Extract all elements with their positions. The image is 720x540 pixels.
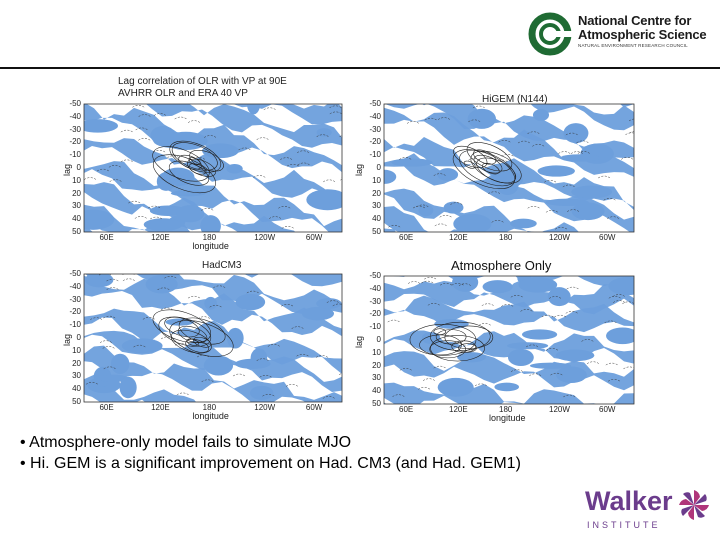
- x-tick-label: 60W: [305, 233, 323, 242]
- x-tick-label: 60E: [99, 403, 114, 412]
- ncas-title-line2: Atmospheric Science: [578, 27, 707, 42]
- x-tick-label: 60E: [99, 233, 114, 242]
- y-tick-label: 40: [372, 214, 381, 224]
- x-tick-label: 120W: [254, 233, 276, 242]
- y-tick-label: 20: [372, 188, 381, 198]
- y-tick-label: 40: [372, 386, 381, 396]
- atmosphere-only-label: Atmosphere Only: [451, 258, 552, 273]
- x-tick-label: 180: [499, 233, 513, 242]
- header-rule: [0, 67, 720, 69]
- panel-atmos-only: -50 -40 -30 -20 -10 0 10 20 30 40 50 60E 120E 180 120W…: [354, 271, 644, 423]
- x-tick-label: 120E: [151, 233, 170, 242]
- x-tick-label: 120E: [449, 233, 468, 242]
- y-tick-label: 0: [76, 333, 81, 342]
- y-tick-label: 10: [372, 347, 381, 357]
- y-tick-label: 50: [72, 227, 81, 236]
- panel-title: HiGEM (N144): [482, 94, 548, 105]
- y-tick-label: -20: [69, 137, 81, 147]
- y-tick-label: 40: [72, 384, 81, 394]
- ncas-logo-title: National Centre for Atmospheric Science: [578, 13, 707, 42]
- x-axis-label: longitude: [489, 413, 526, 423]
- panel-title: AVHRR OLR and ERA 40 VP: [118, 88, 248, 99]
- y-tick-label: 10: [372, 175, 381, 185]
- y-tick-label: -30: [369, 124, 381, 134]
- y-tick-label: 30: [72, 201, 81, 211]
- x-tick-label: 120W: [254, 403, 276, 412]
- hovmoller-plot: [83, 273, 343, 403]
- y-tick-label: -50: [69, 269, 81, 278]
- y-tick-label: 30: [372, 373, 381, 383]
- panel-higem: -50 -40 -30 -20 -10 0 10 20 30 40 50 60E 120E 180 120W…: [354, 94, 644, 254]
- y-tick-label: -10: [369, 150, 381, 160]
- bullet-item: • Hi. GEM is a significant improvement o…: [20, 455, 521, 472]
- y-tick-label: -50: [69, 99, 81, 108]
- y-tick-label: 30: [372, 201, 381, 211]
- panel-hadcm3: -50 -40 -30 -20 -10 0 10 20 30 40 50 60E 120E 180 120W…: [62, 258, 352, 424]
- x-tick-label: 60W: [599, 405, 616, 414]
- x-tick-label: 60W: [305, 403, 323, 412]
- y-tick-label: 20: [72, 358, 81, 368]
- x-tick-label: 120E: [151, 403, 170, 412]
- y-tick-label: -10: [69, 320, 81, 330]
- ncas-subtitle: NATURAL ENVIRONMENT RESEARCH COUNCIL: [578, 43, 688, 48]
- y-axis-label: lag: [62, 163, 72, 176]
- y-tick-label: 40: [72, 214, 81, 224]
- walker-name: Walker: [585, 486, 673, 516]
- y-tick-label: 10: [72, 345, 81, 355]
- y-tick-label: -20: [69, 307, 81, 317]
- y-tick-label: 0: [376, 163, 381, 172]
- walker-institute-logo: Walker INSTITUTE: [585, 486, 715, 532]
- hovmoller-plot: [383, 103, 635, 233]
- y-tick-label: 50: [372, 399, 381, 408]
- y-tick-label: -10: [69, 150, 81, 160]
- x-axis-label: longitude: [192, 241, 229, 251]
- y-axis-label: lag: [354, 335, 364, 348]
- y-tick-label: -50: [369, 271, 381, 280]
- x-tick-label: 120W: [549, 405, 570, 414]
- x-axis-label: longitude: [192, 411, 229, 421]
- y-tick-label: -30: [69, 294, 81, 304]
- y-tick-label: 20: [372, 360, 381, 370]
- y-tick-label: -30: [69, 124, 81, 134]
- x-tick-label: 180: [499, 405, 513, 414]
- x-tick-label: 60E: [399, 405, 414, 414]
- hovmoller-plot: [83, 103, 343, 233]
- bullet-list: • Atmosphere-only model fails to simulat…: [20, 432, 521, 474]
- y-tick-label: 10: [72, 175, 81, 185]
- panel-title: HadCM3: [202, 260, 242, 271]
- x-tick-label: 120E: [449, 405, 468, 414]
- x-tick-label: 180: [202, 403, 217, 412]
- bullet-item: • Atmosphere-only model fails to simulat…: [20, 434, 352, 451]
- y-tick-label: 30: [72, 371, 81, 381]
- y-tick-label: 20: [72, 188, 81, 198]
- walker-institute-text: INSTITUTE: [587, 520, 661, 530]
- ncas-ring-icon: [528, 12, 572, 56]
- panel-observations: -50 -40 -30 -20 -10 0 10 20 30 40 50 60E 120E 180 120W…: [62, 74, 352, 251]
- x-tick-label: 120W: [549, 233, 570, 242]
- y-tick-label: 50: [72, 397, 81, 406]
- pinwheel-icon: [679, 490, 709, 520]
- hovmoller-plot: [383, 275, 635, 405]
- y-tick-label: 50: [372, 227, 381, 236]
- y-tick-label: -50: [369, 99, 381, 108]
- y-tick-label: -40: [369, 283, 381, 293]
- ncas-logo: National Centre for Atmospheric Science …: [528, 12, 714, 56]
- y-tick-label: 0: [376, 335, 381, 344]
- y-tick-label: -20: [369, 137, 381, 147]
- x-tick-label: 60E: [399, 233, 414, 242]
- y-tick-label: -40: [69, 111, 81, 121]
- x-tick-label: 60W: [599, 233, 616, 242]
- y-tick-label: -20: [369, 309, 381, 319]
- y-tick-label: -40: [69, 281, 81, 291]
- y-axis-label: lag: [62, 333, 72, 346]
- x-tick-label: 180: [202, 233, 217, 242]
- y-tick-label: -10: [369, 322, 381, 332]
- y-tick-label: 0: [76, 163, 81, 172]
- ncas-title-line1: National Centre for: [578, 13, 692, 28]
- y-axis-label: lag: [354, 163, 364, 176]
- y-tick-label: -40: [369, 111, 381, 121]
- y-tick-label: -30: [369, 296, 381, 306]
- panel-title: Lag correlation of OLR with VP at 90E: [118, 76, 287, 87]
